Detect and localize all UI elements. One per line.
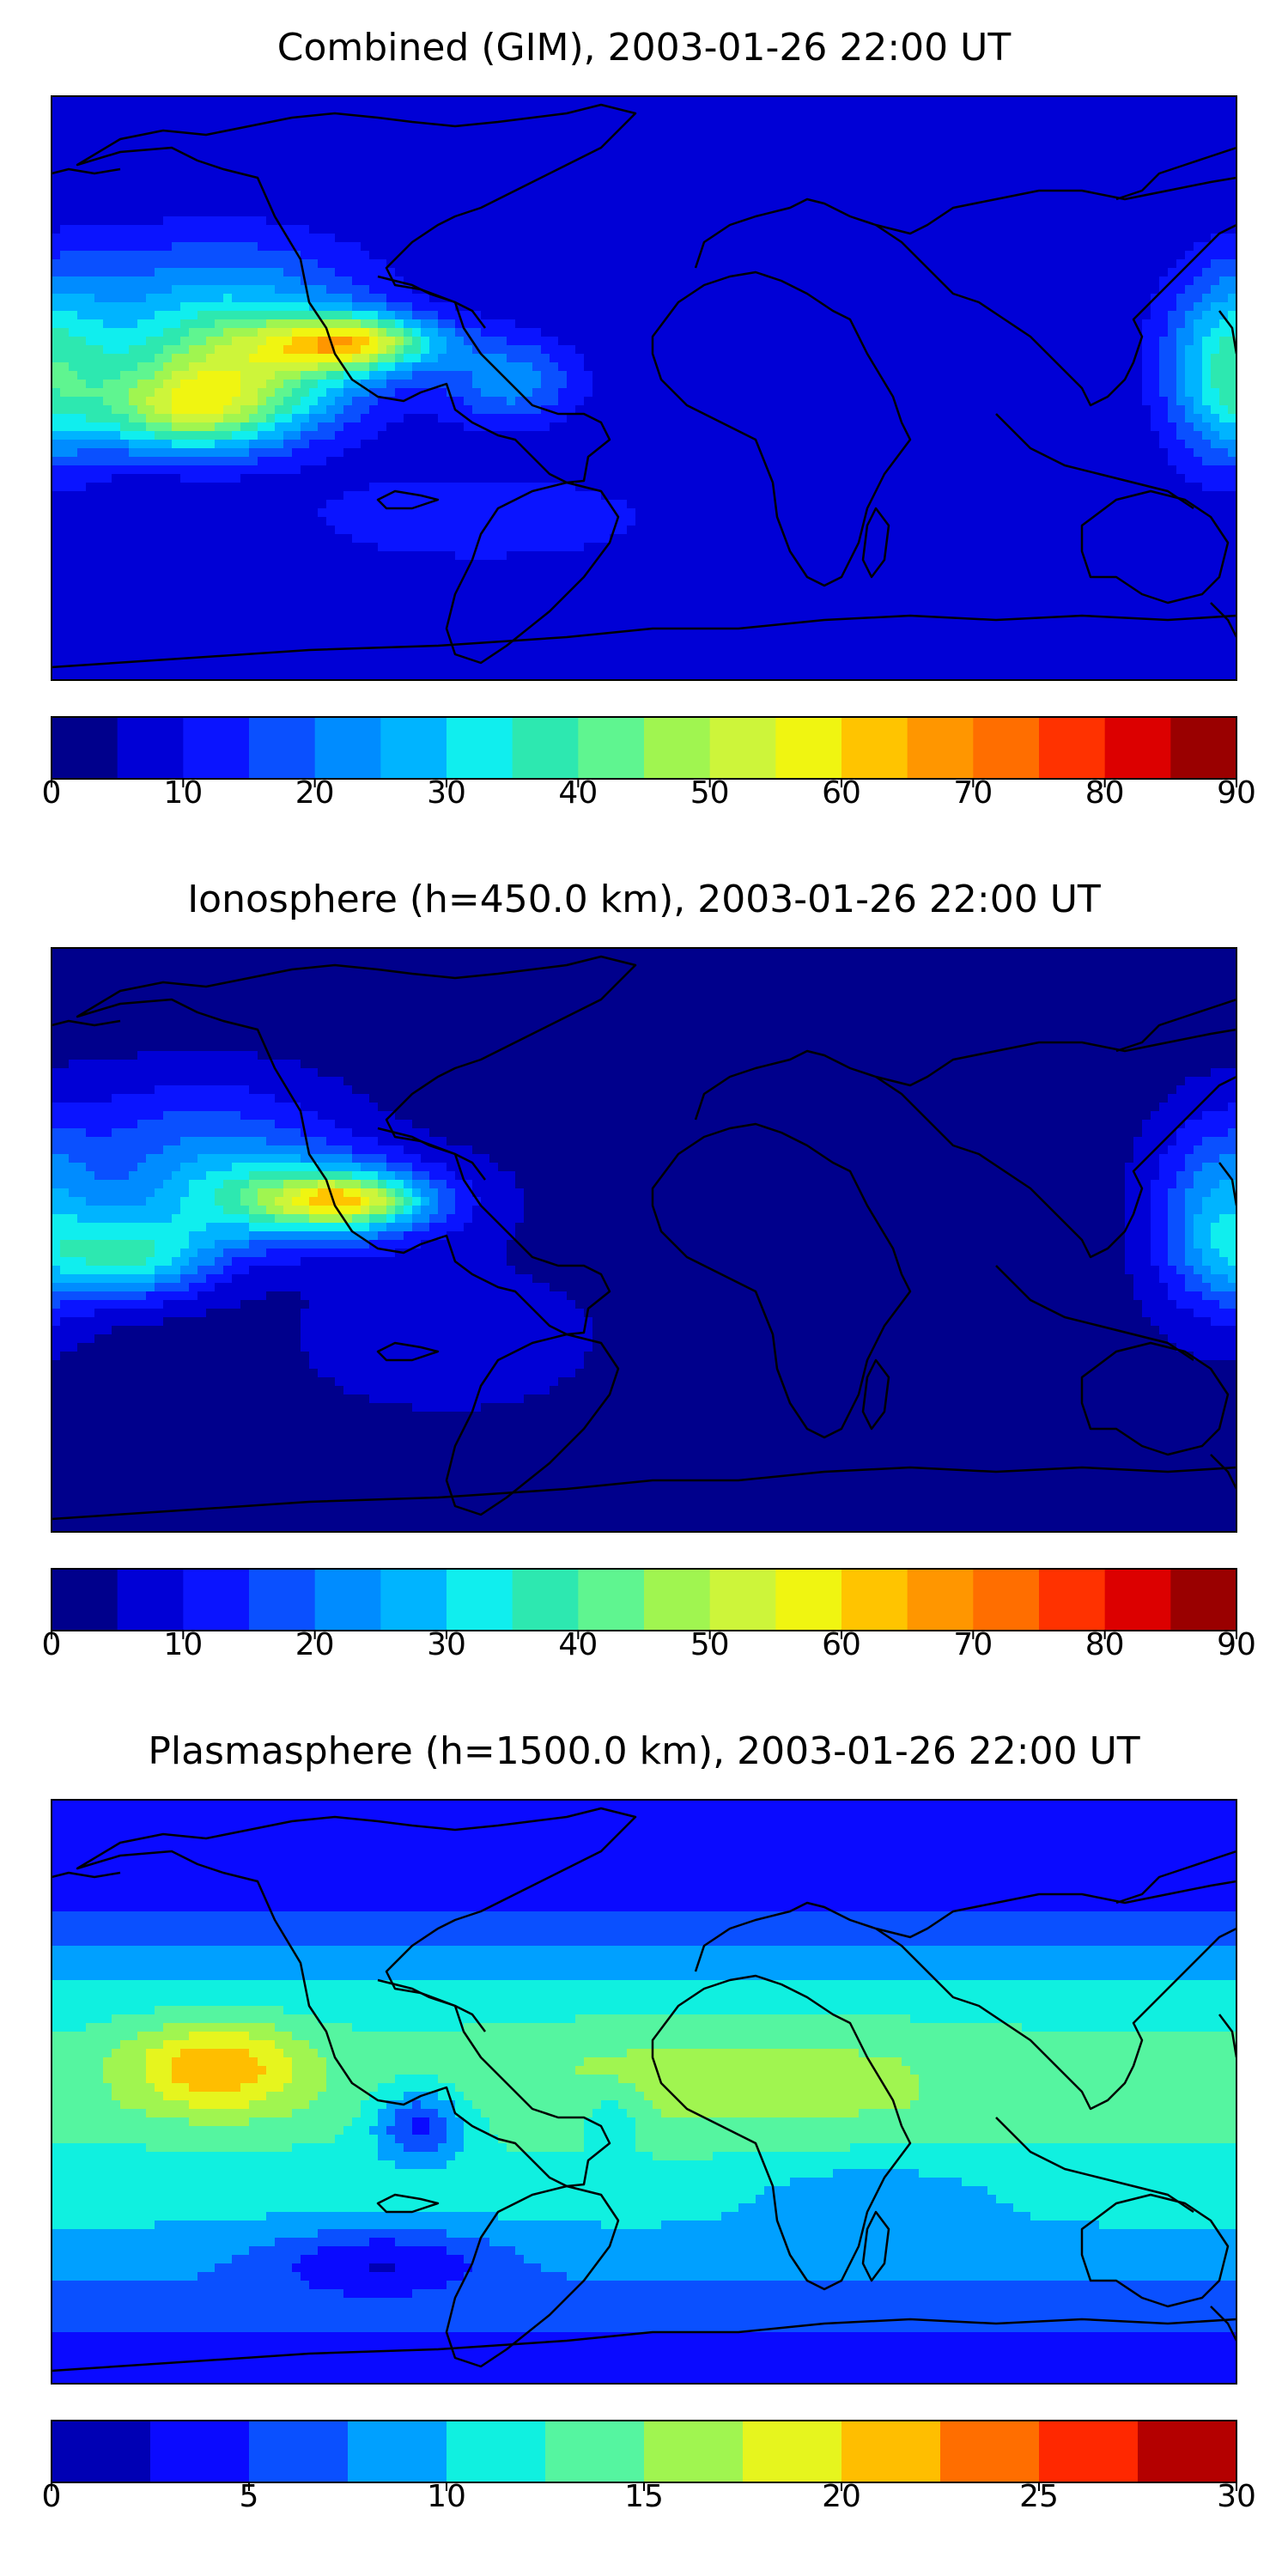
- colorbar-segment: [447, 1569, 513, 1631]
- colorbar-segment: [183, 1569, 250, 1631]
- colorbar-segment: [644, 2421, 744, 2482]
- colorbar-segment: [1039, 1569, 1106, 1631]
- colorbar-segment: [52, 2421, 151, 2482]
- colorbar-segment: [1039, 717, 1106, 779]
- panel-title: Combined (GIM), 2003-01-26 22:00 UT: [277, 26, 1012, 70]
- colorbar-segment: [1170, 1569, 1237, 1631]
- colorbar-segment: [775, 1569, 842, 1631]
- colorbar-segment: [1104, 1569, 1171, 1631]
- colorbar-tick-label: 0: [42, 775, 62, 811]
- colorbar-segment: [52, 1569, 118, 1631]
- colorbar-segment: [1170, 717, 1237, 779]
- colorbar-tick-label: 10: [163, 775, 203, 811]
- colorbar-segment: [447, 2421, 546, 2482]
- colorbar-segment: [709, 1569, 776, 1631]
- colorbar: 0 5 10 15 20 25 30: [42, 2420, 1256, 2514]
- colorbar-segment: [249, 2421, 349, 2482]
- colorbar-tick-label: 80: [1085, 1627, 1125, 1662]
- colorbar-tick-label: 30: [427, 775, 466, 811]
- colorbar-tick-label: 20: [295, 775, 335, 811]
- colorbar-segment: [578, 717, 645, 779]
- colorbar-segment: [117, 717, 184, 779]
- colorbar-segment: [512, 717, 579, 779]
- colorbar-tick-label: 70: [953, 1627, 993, 1662]
- colorbar-tick-label: 30: [427, 1627, 466, 1662]
- colorbar-segment: [1039, 2421, 1139, 2482]
- colorbar-segment: [743, 2421, 842, 2482]
- colorbar-tick-label: 90: [1217, 775, 1256, 811]
- colorbar-tick-label: 30: [1217, 2479, 1256, 2514]
- colorbar-segment: [380, 717, 447, 779]
- colorbar-segment: [841, 717, 908, 779]
- colorbar-segment: [709, 717, 776, 779]
- panel-2: Ionosphere (h=450.0 km), 2003-01-26 22:0…: [42, 878, 1256, 1662]
- colorbar-segment: [150, 2421, 250, 2482]
- panel-3: Plasmasphere (h=1500.0 km), 2003-01-26 2…: [42, 1729, 1256, 2514]
- colorbar-segment: [314, 717, 381, 779]
- colorbar-tick-label: 10: [163, 1627, 203, 1662]
- colorbar-tick-label: 60: [822, 775, 861, 811]
- colorbar-segment: [940, 2421, 1040, 2482]
- colorbar-segment: [973, 717, 1040, 779]
- colorbar-tick-label: 60: [822, 1627, 861, 1662]
- colorbar-segment: [578, 1569, 645, 1631]
- colorbar-segment: [249, 717, 316, 779]
- panel-title: Plasmasphere (h=1500.0 km), 2003-01-26 2…: [148, 1729, 1139, 1773]
- colorbar-segment: [545, 2421, 645, 2482]
- colorbar-tick-label: 0: [42, 1627, 62, 1662]
- panel-1: Combined (GIM), 2003-01-26 22:00 UT 0 10 20…: [42, 26, 1256, 811]
- colorbar-segment: [52, 717, 118, 779]
- colorbar-segment: [841, 1569, 908, 1631]
- colorbar-tick-label: 20: [295, 1627, 335, 1662]
- map-frame: [51, 95, 1237, 681]
- colorbar-segment: [907, 717, 974, 779]
- colorbar-segment: [1138, 2421, 1237, 2482]
- colorbar-tick-label: 50: [690, 1627, 730, 1662]
- colorbar-segment: [644, 1569, 711, 1631]
- colorbar-segment: [249, 1569, 316, 1631]
- panel-title: Ionosphere (h=450.0 km), 2003-01-26 22:0…: [187, 878, 1101, 921]
- colorbar-tick-label: 15: [624, 2479, 664, 2514]
- colorbar: 0 10 20 30 40 50 60 70 80 90: [42, 716, 1256, 811]
- map: [51, 947, 1237, 1533]
- map-frame: [51, 1799, 1237, 2385]
- colorbar-tick-label: 0: [42, 2479, 62, 2514]
- panels: Combined (GIM), 2003-01-26 22:00 UT 0 10 20…: [42, 26, 1256, 2514]
- colorbar-tick-label: 10: [427, 2479, 466, 2514]
- colorbar-segment: [973, 1569, 1040, 1631]
- colorbar-tick-label: 25: [1019, 2479, 1059, 2514]
- colorbar-segment: [314, 1569, 381, 1631]
- colorbar-segment: [183, 717, 250, 779]
- colorbar-tick-label: 80: [1085, 775, 1125, 811]
- colorbar-tick-label: 50: [690, 775, 730, 811]
- colorbar-segment: [117, 1569, 184, 1631]
- colorbar-tick-label: 5: [240, 2479, 259, 2514]
- colorbar-tick-label: 70: [953, 775, 993, 811]
- map-frame: [51, 947, 1237, 1533]
- colorbar-tick-label: 20: [822, 2479, 861, 2514]
- colorbar-tick-label: 40: [558, 1627, 598, 1662]
- colorbar-segment: [1104, 717, 1171, 779]
- colorbar-tick-label: 40: [558, 775, 598, 811]
- colorbar-segment: [512, 1569, 579, 1631]
- colorbar: 0 10 20 30 40 50 60 70 80 90: [42, 1568, 1256, 1662]
- colorbar-segment: [775, 717, 842, 779]
- map: [51, 95, 1237, 681]
- colorbar-segment: [907, 1569, 974, 1631]
- colorbar-tick-label: 90: [1217, 1627, 1256, 1662]
- colorbar-segment: [380, 1569, 447, 1631]
- colorbar-segment: [348, 2421, 447, 2482]
- colorbar-segment: [841, 2421, 941, 2482]
- colorbar-segment: [644, 717, 711, 779]
- colorbar-segment: [447, 717, 513, 779]
- map: [51, 1799, 1237, 2385]
